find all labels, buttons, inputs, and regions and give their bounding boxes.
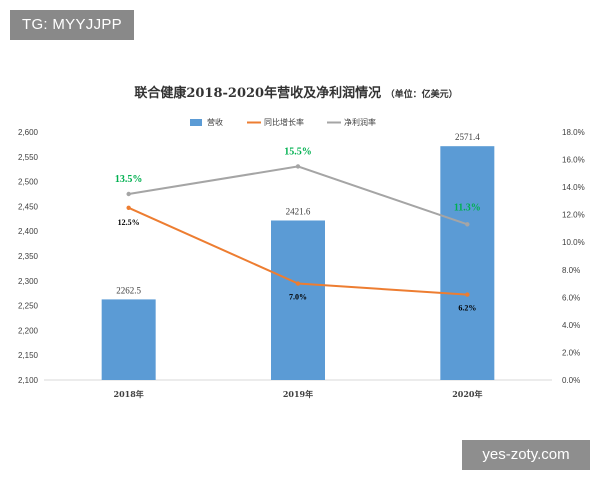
bar-value-label: 2262.5 (116, 285, 141, 295)
net-margin-label: 11.3% (454, 202, 481, 213)
legend-label: 营收 (207, 117, 223, 127)
bar-value-label: 2571.4 (455, 132, 480, 142)
right-axis-tick-label: 8.0% (562, 266, 580, 275)
legend-label: 净利润率 (344, 117, 376, 127)
left-axis-tick-label: 2,150 (18, 351, 39, 360)
right-axis-tick-label: 6.0% (562, 293, 580, 302)
chart-title: 联合健康2018-2020年营收及净利润情况 （单位：亿美元） (134, 85, 457, 101)
legend: 营收 同比增长率 净利润率 (190, 117, 376, 127)
right-axis-tick-label: 10.0% (562, 238, 585, 247)
right-axis-tick-label: 2.0% (562, 348, 580, 357)
right-axis-tick-label: 4.0% (562, 321, 580, 330)
series-point (295, 281, 301, 286)
series-point (295, 164, 301, 169)
bar-value-label: 2421.6 (286, 206, 311, 216)
x-axis-tick-label: 2020年 (452, 389, 482, 399)
bar (440, 146, 495, 380)
net-margin-label: 13.5% (115, 174, 143, 185)
data-labels: 2262.5 2421.6 2571.4 12.5% 7.0% 6.2% 13.5% 15.5… (115, 132, 481, 312)
right-axis-tick-label: 14.0% (562, 183, 585, 192)
right-axis-tick-label: 12.0% (562, 211, 585, 220)
right-axis-tick-label: 16.0% (562, 156, 585, 165)
left-axis-tick-label: 2,100 (18, 376, 39, 385)
bar (271, 220, 325, 380)
growth-rate-label: 6.2% (458, 304, 476, 313)
left-axis-tick-label: 2,550 (18, 153, 39, 162)
site-watermark: yes-zoty.com (462, 440, 590, 470)
x-axis-tick-label: 2019年 (283, 389, 313, 399)
right-axis-tick-label: 0.0% (562, 376, 580, 385)
bars (101, 146, 495, 380)
telegram-badge: TG: MYYJJPP (10, 10, 134, 40)
left-axis-tick-label: 2,450 (18, 202, 39, 211)
left-axis-tick-label: 2,400 (18, 227, 39, 236)
x-axis-tick-label: 2018年 (114, 389, 144, 399)
growth-rate-label: 12.5% (118, 218, 140, 227)
growth-rate-label: 7.0% (289, 293, 307, 302)
series-point (465, 292, 470, 297)
net-margin-label: 15.5% (284, 146, 312, 157)
legend-label: 同比增长率 (264, 117, 304, 127)
series-point (126, 191, 131, 197)
lines (126, 164, 470, 297)
chart-title-main: 联合健康2018-2020年营收及净利润情况 (134, 85, 381, 101)
left-axis-tick-label: 2,600 (18, 128, 39, 137)
left-axis-tick-label: 2,300 (18, 277, 39, 286)
left-axis-tick-label: 2,250 (18, 302, 39, 311)
axes: 2,100 2,150 2,200 2,250 2,300 2,350 2,400 2,450… (18, 128, 585, 399)
chart-title-unit: （单位：亿美元） (386, 88, 458, 100)
left-axis-tick-label: 2,350 (18, 252, 39, 261)
right-axis-tick-label: 18.0% (562, 128, 585, 137)
bar (101, 299, 156, 380)
series-point (126, 205, 131, 210)
left-axis-tick-label: 2,500 (18, 178, 39, 187)
series-point (465, 222, 470, 227)
legend-swatch (190, 119, 202, 126)
left-axis-tick-label: 2,200 (18, 326, 39, 335)
